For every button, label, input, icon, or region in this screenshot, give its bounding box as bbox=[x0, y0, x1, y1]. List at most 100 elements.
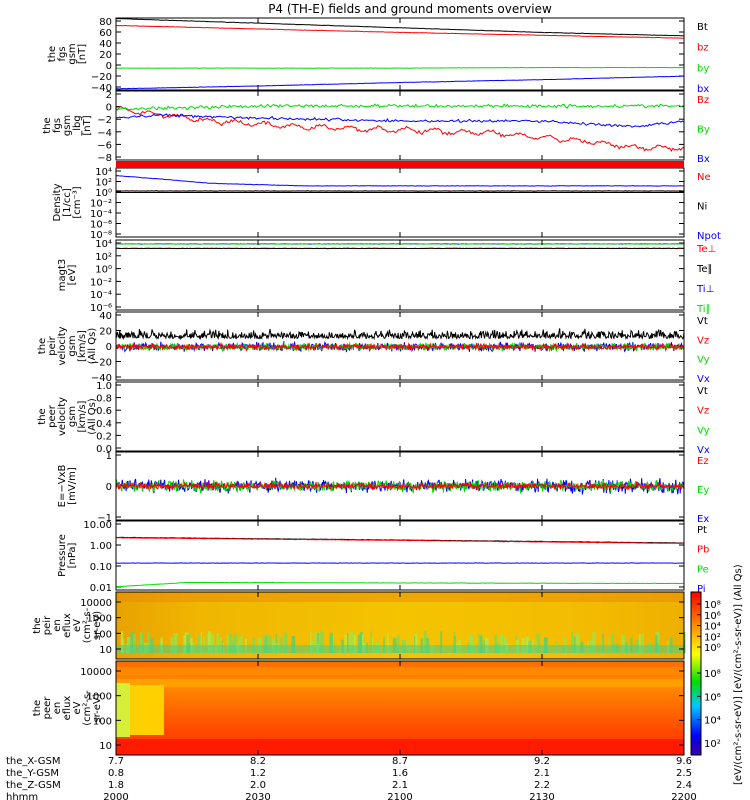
legend-temperature-Ti: Ti∥ bbox=[696, 304, 711, 315]
y-axis-label: [nT] bbox=[82, 115, 93, 135]
spectrogram-pixel bbox=[140, 632, 144, 653]
spectrogram-pixel bbox=[414, 636, 416, 653]
spectrogram-pixel bbox=[654, 635, 658, 653]
y-tick-label: 0 bbox=[106, 61, 112, 72]
spectrogram-pixel bbox=[500, 634, 504, 653]
y-tick-label: 1.0 bbox=[96, 381, 112, 392]
spectrogram-pixel bbox=[133, 634, 136, 653]
footer-value: 8.2 bbox=[250, 756, 266, 767]
spectrogram-pixel bbox=[525, 636, 530, 653]
footer-value: 2000 bbox=[103, 792, 128, 800]
legend-peer_velocity-Vt: Vt bbox=[697, 386, 708, 397]
legend-efield-Ez: Ez bbox=[697, 456, 709, 467]
legend-efield-Ex: Ex bbox=[697, 514, 709, 525]
panel-efield: 1 0 −1 E=−VxB [mV/m] Ez Ey Ex bbox=[57, 451, 709, 525]
colorbar-tick-label: 10⁶ bbox=[704, 692, 721, 703]
chart-title: P4 (TH-E) fields and ground moments over… bbox=[268, 2, 552, 16]
series-line-density-Ni bbox=[115, 190, 685, 192]
y-tick-label: 10000 bbox=[80, 667, 112, 678]
spectrogram-pixel bbox=[228, 632, 232, 653]
spectrogram-pixel bbox=[319, 631, 324, 653]
footer-value: 2200 bbox=[671, 792, 696, 800]
y-axis-label: gsm bbox=[67, 406, 78, 427]
y-tick-label: 10⁻² bbox=[90, 277, 112, 288]
colorbar-label: [eV/(cm²-s-sr-eV)] [eV/(cm²-s-sr-eV)] (A… bbox=[733, 564, 744, 785]
colorbar-tick-label: 10⁰ bbox=[704, 643, 721, 654]
y-axis-label: the bbox=[37, 408, 48, 424]
legend-pressure-Pb: Pb bbox=[697, 545, 709, 556]
footer-value: 8.7 bbox=[392, 756, 408, 767]
legend-fgs-Bt: Bt bbox=[697, 22, 708, 33]
legend-pressure-Pe: Pe bbox=[697, 564, 709, 575]
footer-value: 1.2 bbox=[250, 768, 266, 779]
colorbar-tick-label: 10⁸ bbox=[704, 600, 721, 611]
y-tick-label: 10⁰ bbox=[95, 188, 112, 199]
y-tick-label: −6 bbox=[97, 140, 112, 151]
y-tick-label: 0 bbox=[106, 482, 112, 493]
spectrogram-pixel bbox=[232, 633, 237, 653]
legend-peer_velocity-Vx: Vx bbox=[697, 445, 710, 456]
y-tick-label: −40 bbox=[91, 83, 112, 94]
footer-value: 2030 bbox=[245, 792, 270, 800]
y-axis-label: (cm²-s- bbox=[82, 690, 93, 726]
series-line-fgs-bz bbox=[116, 24, 685, 39]
y-tick-label: −40 bbox=[91, 373, 112, 384]
y-axis-label: eV bbox=[72, 701, 83, 714]
footer-value: 1.6 bbox=[392, 768, 408, 779]
spectrogram-pixel bbox=[638, 634, 641, 653]
colorbar-tick-label: 10⁶ bbox=[704, 611, 721, 622]
colorbar-tick-label: 10² bbox=[704, 632, 721, 643]
series-line-fgs-bx bbox=[116, 75, 685, 90]
spectrogram-pixel bbox=[210, 634, 215, 653]
spectrogram-early-block bbox=[130, 685, 164, 735]
y-tick-label: 0.4 bbox=[96, 419, 112, 430]
spectrogram-pixel bbox=[592, 631, 596, 653]
spectrogram-pixel bbox=[386, 633, 389, 653]
footer-row-label: hhmm bbox=[6, 792, 38, 800]
y-axis-label: E=−VxB bbox=[57, 465, 68, 508]
y-axis-label: velocity bbox=[57, 326, 68, 365]
spectrogram-pixel bbox=[147, 631, 150, 653]
legend-peir_velocity-Vt: Vt bbox=[697, 316, 708, 327]
legend-density-Npot: Npot bbox=[697, 231, 721, 242]
spectrogram-pixel bbox=[241, 632, 243, 653]
legend-peir_velocity-Vx: Vx bbox=[697, 374, 710, 385]
y-tick-label: 10⁻⁶ bbox=[90, 220, 112, 231]
legend-temperature-Te: Te∥ bbox=[696, 264, 713, 275]
y-tick-label: 10.00 bbox=[83, 520, 112, 531]
legend-efield-Ey: Ey bbox=[697, 485, 709, 496]
y-tick-label: 1000 bbox=[87, 614, 112, 625]
footer-value: 2.1 bbox=[392, 780, 408, 791]
y-tick-label: 0.2 bbox=[96, 431, 112, 442]
legend-fgm-Bx: Bx bbox=[697, 154, 710, 165]
panel-frame bbox=[115, 520, 685, 591]
y-axis-label: en bbox=[52, 619, 63, 632]
y-axis-label: (All Qs) bbox=[87, 328, 98, 365]
y-axis-label: _lbg bbox=[72, 115, 83, 136]
spectrogram-pixel bbox=[504, 636, 508, 653]
legend-peer_velocity-Vy: Vy bbox=[697, 425, 710, 436]
y-axis-label: [km/s] bbox=[77, 330, 88, 362]
spectrogram-early-block bbox=[116, 683, 130, 737]
y-axis-label: peer bbox=[47, 404, 58, 428]
series-line-fgs-by bbox=[116, 66, 685, 69]
y-axis-label: (All Qs) bbox=[87, 398, 98, 435]
spectrogram-pixel bbox=[370, 631, 372, 653]
spectrogram-pixel bbox=[621, 634, 625, 653]
y-tick-label: 100 bbox=[93, 629, 112, 640]
y-tick-label: −2 bbox=[97, 115, 112, 126]
legend-peir_velocity-Vz: Vz bbox=[697, 335, 709, 346]
panel-frame bbox=[115, 17, 685, 91]
y-axis-label: peir bbox=[42, 615, 53, 635]
colorbar-tick-label: 10² bbox=[704, 739, 721, 750]
spectrogram-pixel bbox=[183, 635, 186, 653]
y-tick-label: 0 bbox=[106, 342, 112, 353]
spectrogram-pixel bbox=[494, 635, 496, 653]
footer-value: 2130 bbox=[529, 792, 554, 800]
y-tick-label: 10⁻⁴ bbox=[90, 290, 112, 301]
y-tick-label: 10² bbox=[95, 178, 112, 189]
footer-value: 2.5 bbox=[676, 768, 692, 779]
